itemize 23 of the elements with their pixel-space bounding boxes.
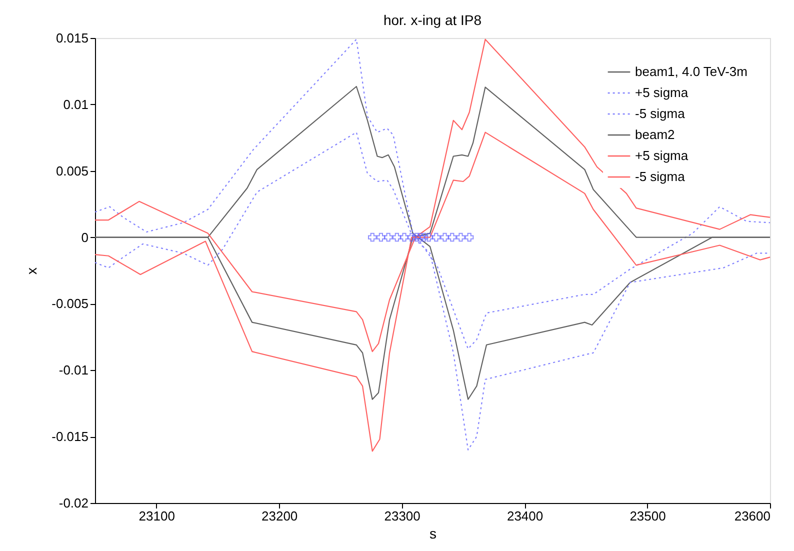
x-tick-label: 23300 bbox=[384, 508, 420, 524]
y-tick-label: 0.015 bbox=[56, 30, 88, 46]
y-tick-label: 0 bbox=[81, 230, 88, 245]
legend-label: -5 sigma bbox=[635, 169, 686, 184]
x-tick-label: 23100 bbox=[138, 508, 175, 524]
x-tick-label: 23200 bbox=[262, 508, 298, 524]
x-tick-label: 23600 bbox=[734, 508, 770, 524]
y-tick-label: -0.01 bbox=[58, 362, 88, 378]
y-axis-title: x bbox=[24, 268, 40, 274]
x-tick-label: 23500 bbox=[630, 508, 666, 524]
x-axis-title: s bbox=[430, 526, 436, 542]
x-tick-label: 23400 bbox=[506, 508, 544, 524]
legend-label: beam2 bbox=[635, 127, 675, 142]
legend-label: +5 sigma bbox=[635, 148, 689, 163]
y-tick-label: -0.015 bbox=[52, 429, 88, 444]
legend-label: +5 sigma bbox=[635, 85, 689, 100]
y-tick-label: -0.02 bbox=[58, 496, 88, 510]
legend-label: beam1, 4.0 TeV-3m bbox=[635, 64, 748, 79]
y-tick-label: -0.005 bbox=[52, 296, 88, 312]
chart-title: hor. x-ing at IP8 bbox=[383, 12, 482, 28]
legend-label: -5 sigma bbox=[635, 106, 686, 121]
y-tick-label: 0.01 bbox=[63, 96, 88, 112]
y-tick-label: 0.005 bbox=[56, 163, 88, 178]
